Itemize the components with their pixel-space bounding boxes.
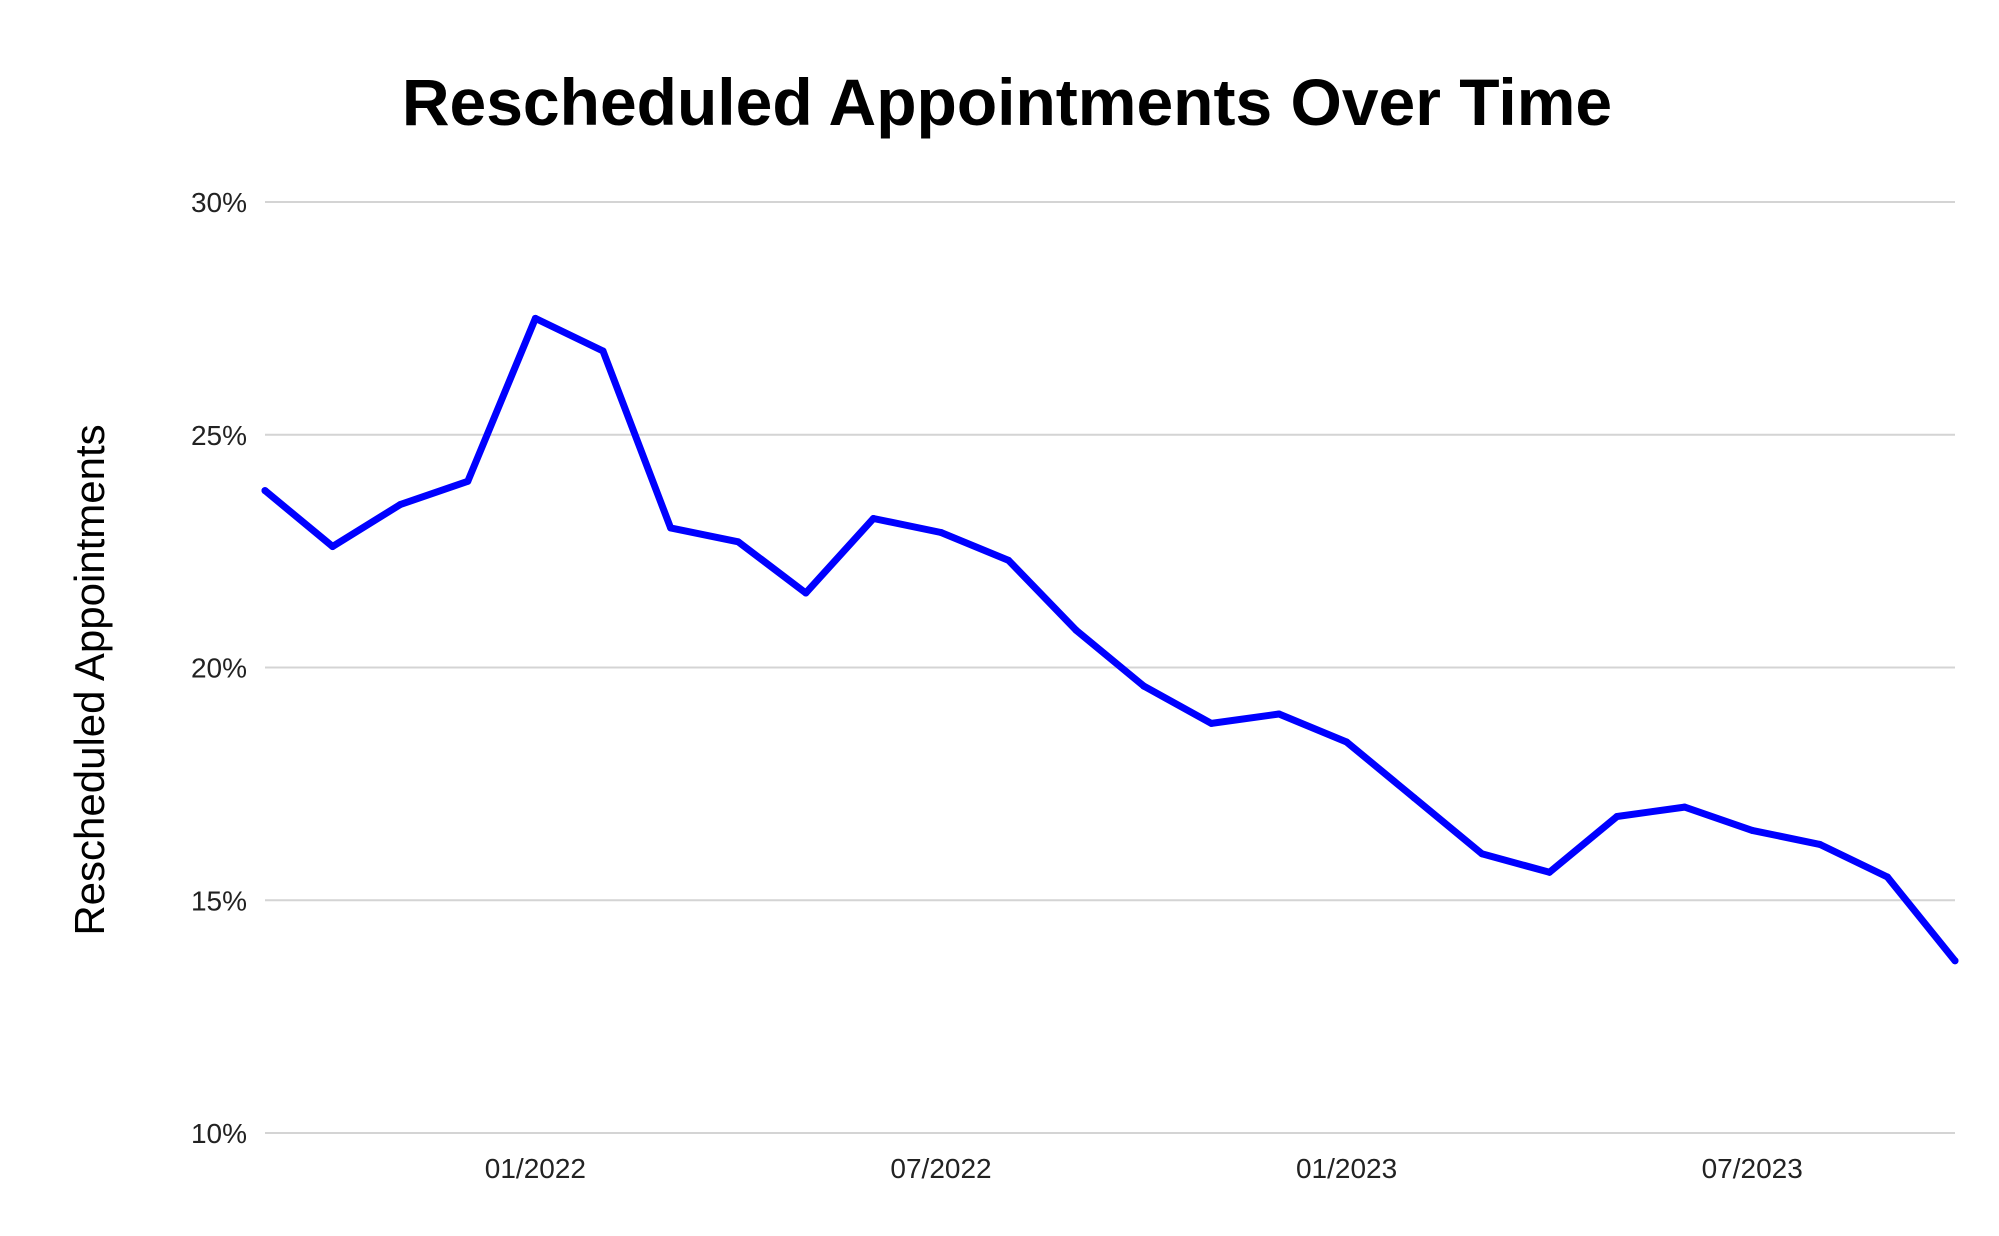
y-axis-title: Rescheduled Appointments — [66, 424, 113, 935]
data-point — [1816, 840, 1824, 848]
data-point — [667, 524, 675, 532]
data-point — [869, 515, 877, 523]
data-point — [464, 477, 472, 485]
data-point — [261, 487, 269, 495]
y-tick-label: 10% — [191, 1118, 247, 1149]
data-point — [1410, 794, 1418, 802]
data-point — [1883, 873, 1891, 881]
data-point — [329, 542, 337, 550]
data-point — [1613, 812, 1621, 820]
data-point — [1207, 719, 1215, 727]
data-point — [1275, 710, 1283, 718]
data-point — [1545, 868, 1553, 876]
x-tick-label: 01/2023 — [1296, 1153, 1397, 1184]
data-point — [734, 538, 742, 546]
data-point — [599, 347, 607, 355]
x-tick-label: 07/2022 — [890, 1153, 991, 1184]
series-layer — [261, 314, 1959, 965]
y-tick-label: 30% — [191, 187, 247, 218]
y-tick-label: 20% — [191, 653, 247, 684]
x-axis-ticks: 01/2022 07/2022 01/2023 07/2023 — [485, 1153, 1803, 1184]
data-point — [937, 529, 945, 537]
data-point — [1748, 826, 1756, 834]
data-point — [1072, 626, 1080, 634]
y-tick-label: 25% — [191, 420, 247, 451]
data-point — [396, 501, 404, 509]
x-tick-label: 07/2023 — [1702, 1153, 1803, 1184]
gridlines — [265, 201, 1955, 1134]
y-axis-ticks: 10% 15% 20% 25% 30% — [191, 187, 247, 1149]
data-point — [1343, 738, 1351, 746]
x-tick-label: 01/2022 — [485, 1153, 586, 1184]
data-point — [802, 589, 810, 597]
data-point — [1478, 850, 1486, 858]
data-point — [1140, 682, 1148, 690]
series-line — [261, 314, 1959, 965]
chart-title: Rescheduled Appointments Over Time — [402, 65, 1612, 139]
data-point — [531, 314, 539, 322]
y-tick-label: 15% — [191, 885, 247, 916]
data-point — [1005, 556, 1013, 564]
data-point — [1951, 957, 1959, 965]
data-point — [1681, 803, 1689, 811]
y-axis-title-group: Rescheduled Appointments — [66, 424, 113, 935]
